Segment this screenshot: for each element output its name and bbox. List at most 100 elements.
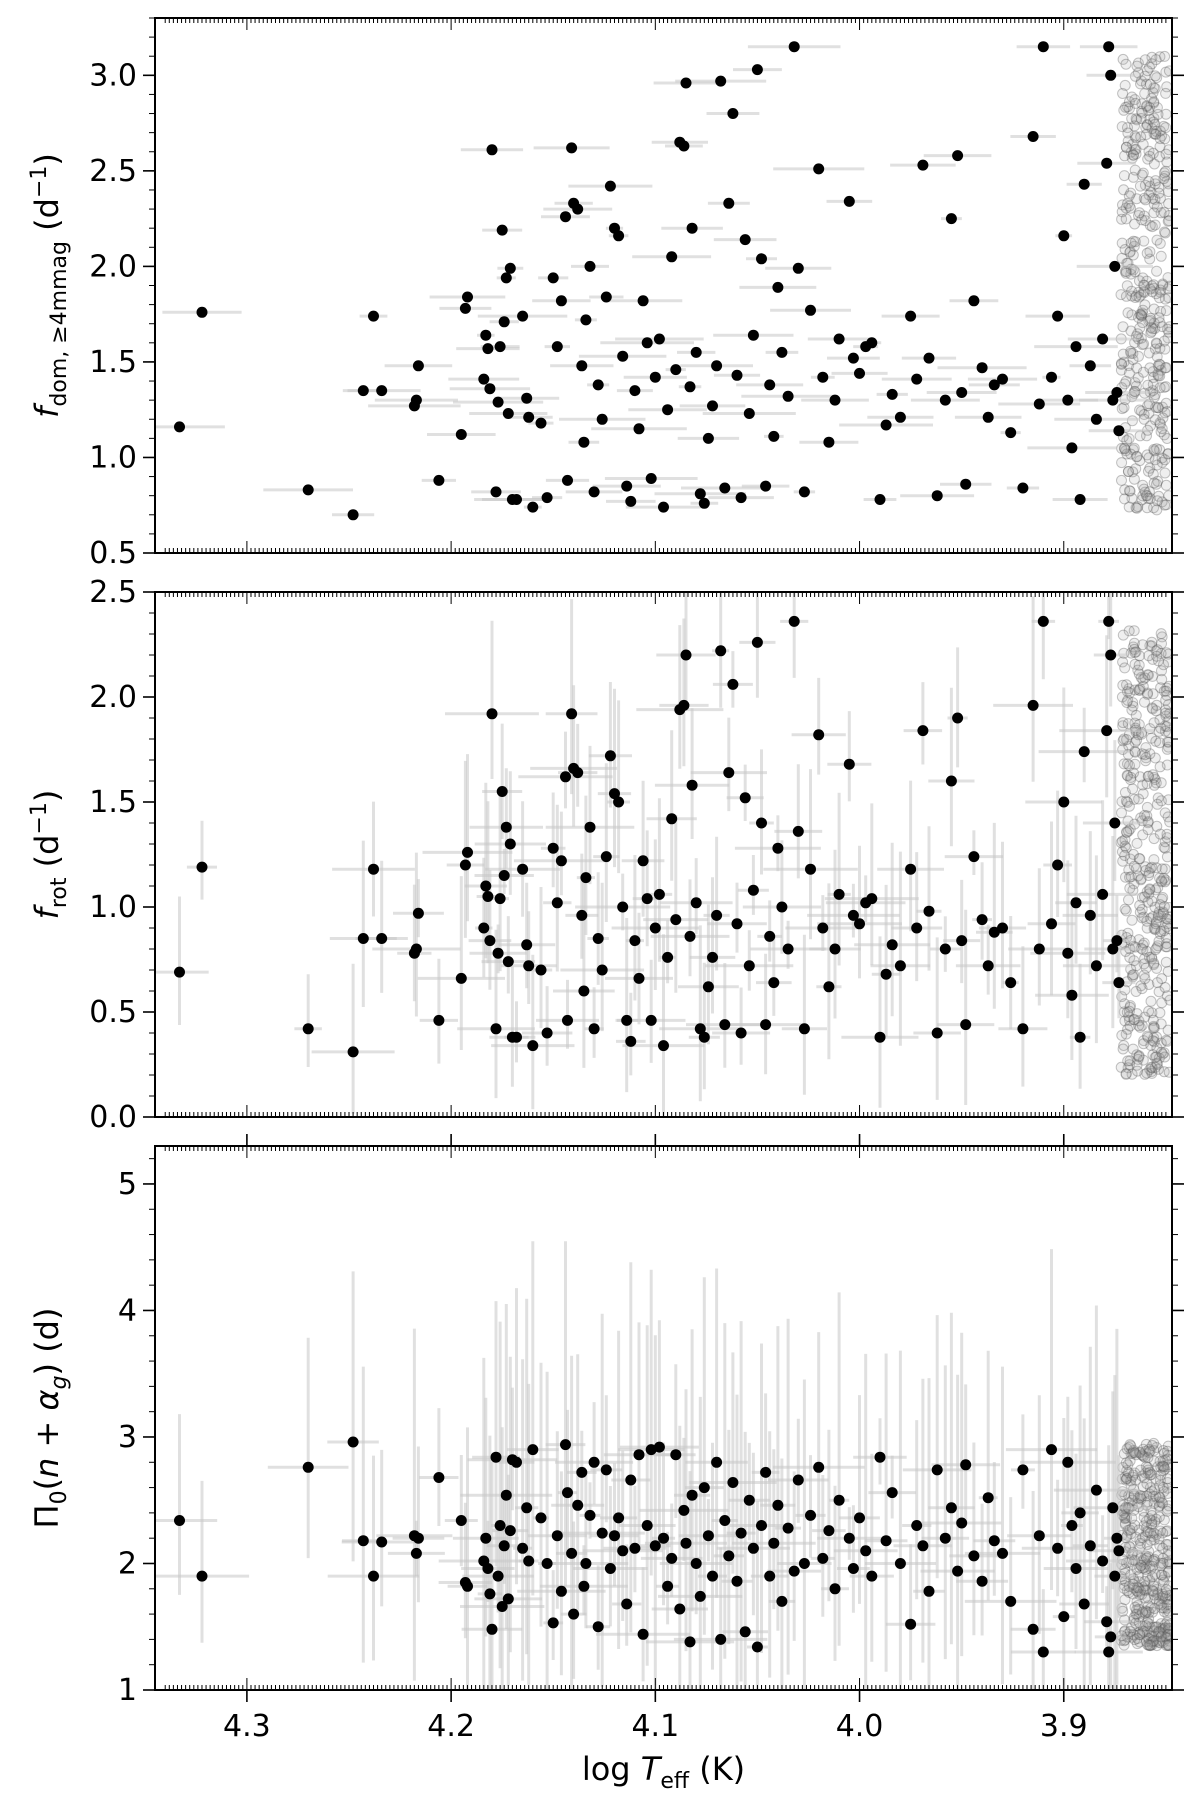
background-star — [1146, 1510, 1158, 1521]
background-star — [1162, 1594, 1172, 1606]
data-point — [641, 337, 653, 349]
error-bar — [515, 1298, 539, 1655]
background-star — [1163, 186, 1172, 198]
background-star — [1148, 1527, 1160, 1539]
background-star — [1154, 317, 1166, 328]
background-star — [1142, 824, 1154, 836]
data-point — [459, 302, 471, 314]
background-star — [1145, 1636, 1157, 1648]
background-star — [1162, 913, 1172, 925]
background-star — [1135, 1493, 1147, 1505]
data-point — [613, 796, 625, 808]
data-point — [751, 636, 763, 648]
background-star — [1142, 1031, 1154, 1043]
background-star — [1146, 702, 1158, 714]
data-point — [196, 861, 208, 873]
data-point — [517, 863, 529, 875]
background-star — [1119, 443, 1131, 455]
background-star — [1154, 761, 1166, 773]
background-star — [1136, 1589, 1148, 1600]
background-star — [1150, 1513, 1162, 1525]
data-point — [952, 712, 964, 724]
data-point — [566, 142, 578, 154]
data-point — [572, 203, 584, 215]
background-star — [1138, 1450, 1150, 1462]
data-point — [621, 1598, 633, 1610]
error-bar — [616, 992, 646, 1076]
data-point — [645, 1014, 657, 1026]
background-star — [1124, 882, 1136, 894]
error-bar — [419, 1408, 459, 1526]
data-point — [633, 972, 645, 984]
background-star — [1137, 1620, 1149, 1632]
data-point — [707, 1570, 718, 1582]
background-star — [1134, 1636, 1146, 1648]
data-point — [886, 1487, 898, 1499]
error-bar — [551, 1354, 605, 1612]
axes-frame — [154, 17, 1173, 554]
data-point — [617, 1545, 629, 1557]
background-star — [1143, 145, 1155, 157]
background-star — [1121, 734, 1133, 746]
error-bar — [517, 1471, 606, 1676]
background-star — [1153, 1063, 1164, 1075]
background-star — [1124, 1524, 1136, 1536]
background-star — [1136, 494, 1148, 506]
background-star — [1148, 1631, 1160, 1643]
background-star — [1162, 811, 1172, 823]
background-star — [1142, 771, 1154, 782]
data-point — [894, 960, 906, 972]
background-star — [1150, 128, 1162, 140]
background-star — [1134, 771, 1146, 783]
data-point — [1111, 1532, 1123, 1544]
data-point — [523, 411, 535, 423]
background-star — [1143, 347, 1155, 359]
background-star — [1163, 490, 1172, 502]
background-star — [1146, 123, 1158, 135]
background-star — [1150, 129, 1162, 140]
data-point — [302, 484, 314, 496]
background-star — [1128, 969, 1140, 981]
data-point — [600, 291, 612, 303]
background-star — [1137, 1582, 1149, 1594]
background-star — [1121, 697, 1133, 708]
background-star — [1129, 1467, 1141, 1479]
background-star — [1148, 717, 1160, 729]
y-tick-label: 3 — [118, 1420, 137, 1455]
background-star — [1159, 133, 1171, 145]
background-star — [1163, 198, 1172, 210]
background-star — [1134, 1562, 1146, 1574]
background-star — [1154, 370, 1166, 382]
data-point — [566, 1547, 578, 1559]
data-point — [666, 813, 678, 825]
plot-area — [155, 41, 1172, 521]
data-point — [798, 486, 810, 498]
background-star — [1120, 1068, 1132, 1080]
background-star — [1129, 94, 1141, 106]
background-star — [1143, 315, 1155, 327]
background-star — [1117, 629, 1129, 641]
background-star — [1144, 283, 1156, 295]
background-star — [1155, 1557, 1167, 1569]
background-star — [1140, 490, 1152, 501]
background-star — [1131, 1563, 1143, 1575]
background-star — [1134, 404, 1146, 416]
data-point — [1097, 888, 1109, 900]
background-star — [1162, 1629, 1172, 1641]
background-star — [1149, 82, 1161, 94]
data-point — [670, 364, 682, 376]
background-star — [1131, 1585, 1142, 1596]
background-star — [1148, 1022, 1160, 1034]
background-star — [1136, 912, 1148, 924]
background-star — [1157, 412, 1169, 424]
background-star — [1120, 267, 1132, 279]
background-star — [1131, 1596, 1143, 1608]
data-point — [521, 1502, 533, 1514]
background-star — [1129, 218, 1141, 230]
data-point — [1109, 260, 1121, 272]
background-star — [1137, 138, 1149, 150]
background-star — [1162, 272, 1172, 284]
background-star — [1161, 406, 1172, 417]
background-star — [1130, 986, 1142, 997]
background-star — [1146, 1007, 1158, 1019]
